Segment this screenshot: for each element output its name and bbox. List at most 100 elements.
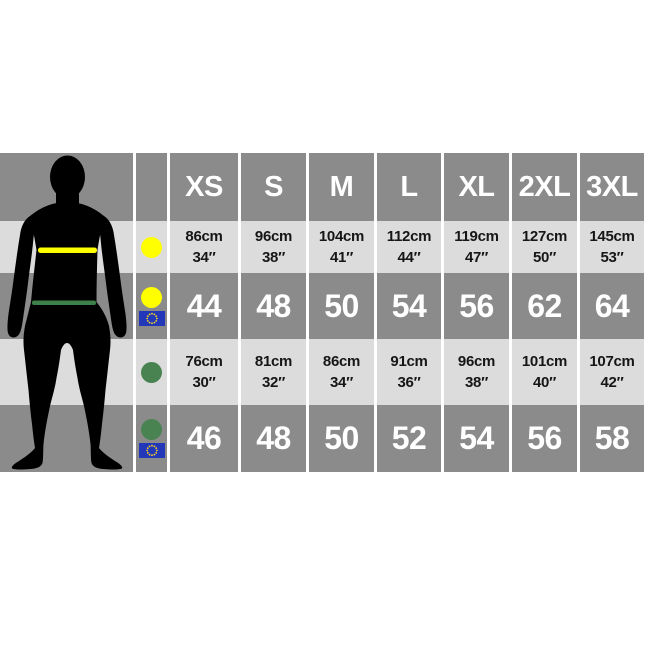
chest-eu-marker-cell xyxy=(136,273,167,339)
chest-eu-cell: 50 xyxy=(309,273,374,339)
waist-eu-value: 56 xyxy=(527,420,562,456)
chest-in-value: 41″ xyxy=(330,249,353,266)
chest-eu-value: 48 xyxy=(256,287,291,324)
size-label: XL xyxy=(458,170,495,203)
waist-eu-marker-cell xyxy=(136,405,167,472)
waist-cm-cell: 107cm 42″ xyxy=(580,339,644,405)
waist-cm-value: 91cm xyxy=(390,353,428,370)
chest-in-value: 53″ xyxy=(600,249,624,266)
chest-eu-value: 56 xyxy=(459,287,494,324)
size-column-s: S 96cm 38″ 48 81cm 32″ 48 xyxy=(241,153,306,472)
chest-cm-cell: 127cm 50″ xyxy=(512,221,577,273)
torso-shape xyxy=(23,202,111,350)
marker-column xyxy=(136,153,167,472)
chest-cm-value: 104cm xyxy=(318,228,365,245)
waist-cm-value: 96cm xyxy=(457,353,496,370)
waist-eu-value: 46 xyxy=(186,420,222,456)
size-label: L xyxy=(400,170,418,203)
chest-in-value: 50″ xyxy=(533,249,556,266)
body-silhouette xyxy=(7,155,127,470)
chest-marker-cell xyxy=(136,221,167,273)
chest-cm-value: 112cm xyxy=(386,228,432,245)
waist-eu-cell: 56 xyxy=(512,405,577,472)
chest-eu-cell: 56 xyxy=(444,273,509,339)
waist-in-value: 38″ xyxy=(465,374,488,391)
waist-cm-value: 101cm xyxy=(521,353,568,370)
size-header-cell: XS xyxy=(170,153,238,221)
chest-in-value: 47″ xyxy=(465,249,488,266)
size-label: 3XL xyxy=(586,170,638,203)
waist-in-value: 36″ xyxy=(397,374,421,391)
chest-cm-cell: 96cm 38″ xyxy=(241,221,306,273)
right-leg-shape xyxy=(73,350,123,470)
band-waist-cm xyxy=(0,339,133,405)
left-leg-shape xyxy=(11,350,61,470)
waist-cm-cell: 96cm 38″ xyxy=(444,339,509,405)
size-column-3xl: 3XL 145cm 53″ 64 107cm 42″ 58 xyxy=(580,153,644,472)
model-figure-panel xyxy=(0,153,133,472)
waist-eu-value: 48 xyxy=(256,420,291,456)
waist-eu-value: 54 xyxy=(459,420,494,456)
waist-in-value: 32″ xyxy=(262,374,285,391)
waist-cm-cell: 91cm 36″ xyxy=(377,339,441,405)
chest-eu-value: 54 xyxy=(391,287,427,324)
waist-in-value: 30″ xyxy=(192,374,216,391)
chest-eu-cell: 54 xyxy=(377,273,441,339)
chest-cm-cell: 145cm 53″ xyxy=(580,221,644,273)
size-label: 2XL xyxy=(518,170,571,203)
green-dot-icon xyxy=(141,419,162,440)
chest-eu-value: 50 xyxy=(324,287,359,324)
waist-eu-cell: 48 xyxy=(241,405,306,472)
waist-eu-value: 58 xyxy=(594,420,630,456)
waist-cm-cell: 81cm 32″ xyxy=(241,339,306,405)
size-header-cell: S xyxy=(241,153,306,221)
chest-eu-value: 44 xyxy=(186,287,222,324)
waist-marker-cell xyxy=(136,339,167,405)
waist-cm-value: 81cm xyxy=(254,353,293,370)
size-label: M xyxy=(329,170,354,203)
chest-eu-cell: 62 xyxy=(512,273,577,339)
size-column-xs: XS 86cm 34″ 44 76cm 30″ 46 xyxy=(170,153,238,472)
chest-cm-value: 127cm xyxy=(521,228,568,245)
waist-cm-value: 86cm xyxy=(322,353,361,370)
chest-cm-value: 96cm xyxy=(254,228,293,245)
size-header-cell: 2XL xyxy=(512,153,577,221)
size-column-l: L 112cm 44″ 54 91cm 36″ 52 xyxy=(377,153,441,472)
waist-cm-value: 107cm xyxy=(589,353,635,370)
chest-cm-cell: 104cm 41″ xyxy=(309,221,374,273)
size-header-cell: L xyxy=(377,153,441,221)
chest-eu-value: 62 xyxy=(527,287,562,324)
waist-eu-cell: 58 xyxy=(580,405,644,472)
chest-cm-cell: 119cm 47″ xyxy=(444,221,509,273)
chest-eu-cell: 64 xyxy=(580,273,644,339)
left-arm-shape xyxy=(7,216,37,338)
size-label: S xyxy=(264,170,283,203)
waist-eu-cell: 50 xyxy=(309,405,374,472)
waist-eu-cell: 54 xyxy=(444,405,509,472)
size-header-cell: 3XL xyxy=(580,153,644,221)
chest-cm-value: 86cm xyxy=(185,228,223,245)
size-column-m: M 104cm 41″ 50 86cm 34″ 50 xyxy=(309,153,374,472)
waist-in-value: 42″ xyxy=(600,374,624,391)
size-header-cell: XL xyxy=(444,153,509,221)
waist-measure-line xyxy=(32,300,96,305)
chest-measure-line xyxy=(38,247,97,253)
waist-eu-cell: 46 xyxy=(170,405,238,472)
waist-cm-cell: 86cm 34″ xyxy=(309,339,374,405)
marker-header-cell xyxy=(136,153,167,221)
size-header-cell: M xyxy=(309,153,374,221)
size-chart: XS 86cm 34″ 44 76cm 30″ 46 S 96cm 38″ 48… xyxy=(0,153,644,472)
waist-in-value: 40″ xyxy=(533,374,556,391)
yellow-dot-icon xyxy=(141,236,162,258)
chest-cm-cell: 112cm 44″ xyxy=(377,221,441,273)
yellow-dot-icon xyxy=(141,286,162,308)
waist-cm-cell: 101cm 40″ xyxy=(512,339,577,405)
green-dot-icon xyxy=(141,361,162,383)
chest-in-value: 44″ xyxy=(397,249,421,266)
chest-in-value: 34″ xyxy=(192,249,216,266)
size-column-xl: XL 119cm 47″ 56 96cm 38″ 54 xyxy=(444,153,509,472)
chest-eu-cell: 48 xyxy=(241,273,306,339)
right-arm-shape xyxy=(98,216,127,338)
chest-eu-cell: 44 xyxy=(170,273,238,339)
chest-cm-cell: 86cm 34″ xyxy=(170,221,238,273)
